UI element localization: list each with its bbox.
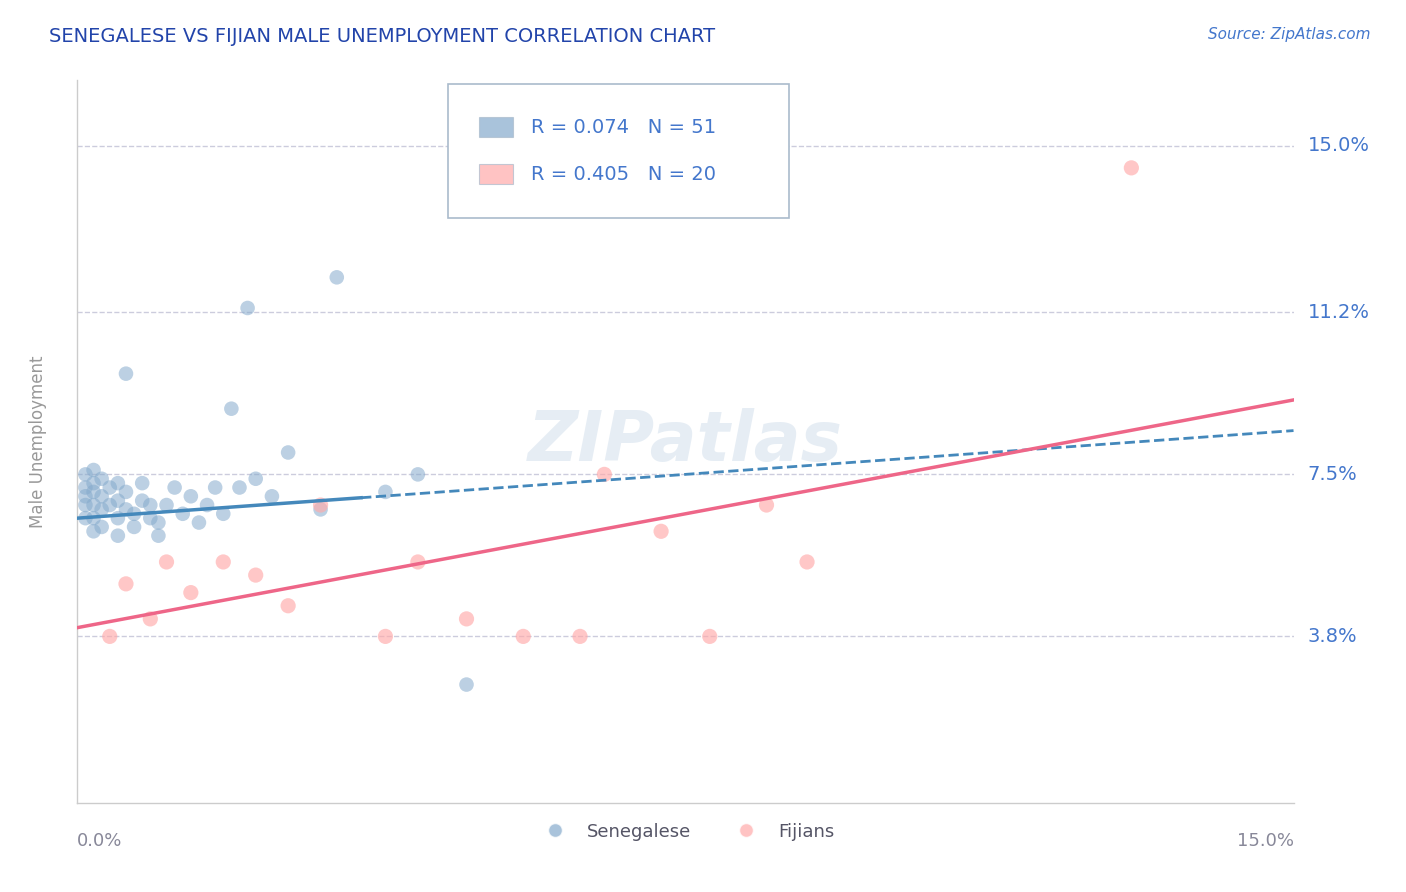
Point xyxy=(131,476,153,491)
FancyBboxPatch shape xyxy=(478,164,513,185)
Point xyxy=(148,529,170,543)
Point xyxy=(115,502,138,516)
Point xyxy=(188,516,211,530)
Point xyxy=(155,498,177,512)
Point xyxy=(326,270,349,285)
Point xyxy=(406,467,429,482)
Point xyxy=(277,445,299,459)
Point xyxy=(456,612,478,626)
Point xyxy=(131,493,153,508)
Point xyxy=(195,498,218,512)
Point xyxy=(107,529,129,543)
Point xyxy=(755,498,778,512)
Text: 15.0%: 15.0% xyxy=(1308,136,1369,155)
Point xyxy=(650,524,672,539)
Point xyxy=(260,489,283,503)
Point xyxy=(180,489,202,503)
Point xyxy=(90,502,112,516)
Point xyxy=(75,489,97,503)
Point xyxy=(172,507,194,521)
Point xyxy=(1121,161,1143,175)
Legend: Senegalese, Fijians: Senegalese, Fijians xyxy=(529,815,842,848)
Point xyxy=(212,507,235,521)
Point xyxy=(245,568,267,582)
Point xyxy=(115,484,138,499)
Point xyxy=(374,629,396,643)
Point xyxy=(83,511,105,525)
Point xyxy=(309,498,332,512)
Text: 15.0%: 15.0% xyxy=(1236,831,1294,850)
Point xyxy=(228,481,250,495)
Point xyxy=(236,301,259,315)
Text: R = 0.405   N = 20: R = 0.405 N = 20 xyxy=(531,165,716,184)
Point xyxy=(309,502,332,516)
Point xyxy=(90,472,112,486)
Point xyxy=(75,511,97,525)
Point xyxy=(122,507,145,521)
Text: 0.0%: 0.0% xyxy=(77,831,122,850)
Point xyxy=(512,629,534,643)
Point xyxy=(83,498,105,512)
Point xyxy=(456,677,478,691)
Point xyxy=(83,476,105,491)
FancyBboxPatch shape xyxy=(478,117,513,137)
Point xyxy=(374,484,396,499)
Point xyxy=(90,520,112,534)
Point xyxy=(98,481,121,495)
Point xyxy=(221,401,243,416)
Text: Male Unemployment: Male Unemployment xyxy=(30,355,46,528)
Text: 7.5%: 7.5% xyxy=(1308,465,1357,483)
Point xyxy=(75,467,97,482)
Text: SENEGALESE VS FIJIAN MALE UNEMPLOYMENT CORRELATION CHART: SENEGALESE VS FIJIAN MALE UNEMPLOYMENT C… xyxy=(49,27,716,45)
Point xyxy=(83,463,105,477)
Point xyxy=(180,585,202,599)
Point xyxy=(148,516,170,530)
Point xyxy=(212,555,235,569)
Point xyxy=(699,629,721,643)
Point xyxy=(98,629,121,643)
Point xyxy=(796,555,818,569)
Point xyxy=(569,629,592,643)
Point xyxy=(75,481,97,495)
Point xyxy=(83,524,105,539)
Point xyxy=(406,555,429,569)
Point xyxy=(75,498,97,512)
Point xyxy=(139,511,162,525)
Point xyxy=(593,467,616,482)
Point xyxy=(139,612,162,626)
Text: R = 0.074   N = 51: R = 0.074 N = 51 xyxy=(531,118,716,136)
Point xyxy=(98,498,121,512)
Point xyxy=(107,511,129,525)
Text: 3.8%: 3.8% xyxy=(1308,627,1357,646)
Point xyxy=(115,367,138,381)
Point xyxy=(163,481,186,495)
Point xyxy=(115,577,138,591)
Point xyxy=(204,481,226,495)
Point xyxy=(155,555,177,569)
Point xyxy=(245,472,267,486)
Point xyxy=(107,493,129,508)
Point xyxy=(277,599,299,613)
Text: ZIPatlas: ZIPatlas xyxy=(527,408,844,475)
Point xyxy=(83,484,105,499)
Point xyxy=(107,476,129,491)
Point xyxy=(90,489,112,503)
Text: Source: ZipAtlas.com: Source: ZipAtlas.com xyxy=(1208,27,1371,42)
Point xyxy=(139,498,162,512)
Text: 11.2%: 11.2% xyxy=(1308,303,1369,322)
Point xyxy=(122,520,145,534)
FancyBboxPatch shape xyxy=(449,84,789,218)
